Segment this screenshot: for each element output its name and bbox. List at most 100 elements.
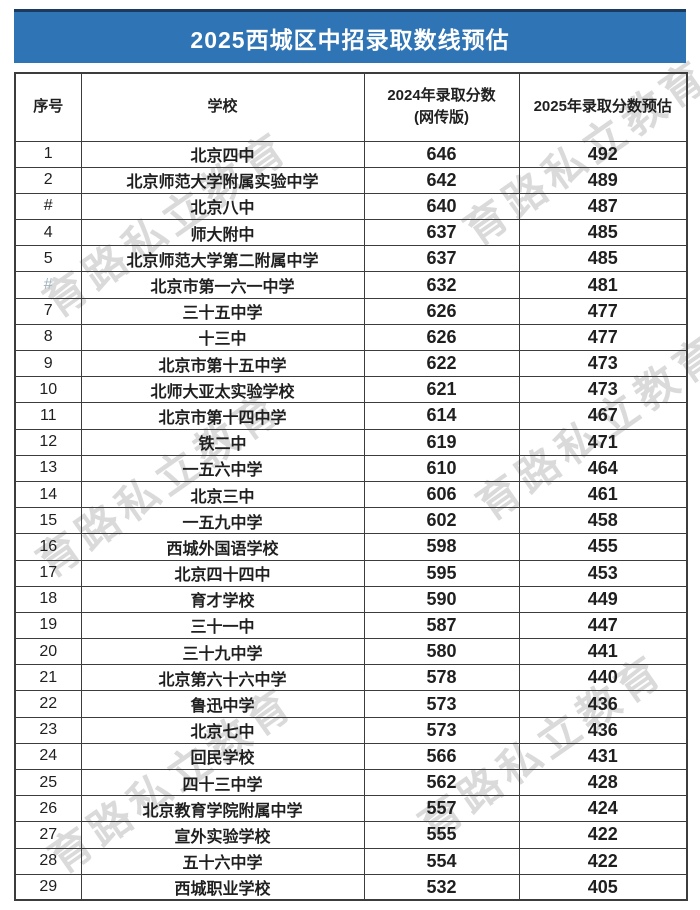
serial-cell: 19 [14, 611, 82, 640]
score-2025-cell: 477 [518, 297, 688, 325]
serial-cell: 16 [14, 533, 82, 561]
serial-cell: 22 [14, 690, 82, 718]
score-2024-cell: 619 [363, 428, 520, 456]
school-cell: 三十五中学 [80, 297, 365, 325]
school-cell: 育才学校 [80, 585, 365, 613]
score-2025-cell: 431 [518, 742, 688, 771]
score-2025-cell: 449 [518, 585, 688, 613]
serial-cell: 20 [14, 638, 82, 666]
score-2025-cell: 428 [518, 768, 688, 797]
score-2025-cell: 473 [518, 349, 688, 378]
table-row: 5 北京师范大学第二附属中学 637 485 [14, 245, 688, 273]
table-row: # 北京市第一六一中学 632 481 [14, 271, 688, 299]
score-2025-cell: 447 [518, 611, 688, 640]
score-2024-cell: 602 [363, 507, 520, 535]
serial-cell: 9 [14, 349, 82, 378]
school-cell: 回民学校 [80, 742, 365, 771]
table-row: 14 北京三中 606 461 [14, 480, 688, 509]
school-cell: 北京师范大学第二附属中学 [80, 245, 365, 273]
school-cell: 十三中 [80, 323, 365, 352]
table-row: 22 鲁迅中学 573 436 [14, 690, 688, 718]
col-header-score-2024-line1: 2024年录取分数 [387, 86, 496, 104]
score-2024-cell: 557 [363, 795, 520, 823]
table-row: 20 三十九中学 580 441 [14, 638, 688, 666]
table-row: 28 五十六中学 554 422 [14, 847, 688, 875]
score-2025-cell: 455 [518, 533, 688, 561]
table-body: 1 北京四中 646 492 2 北京师范大学附属实验中学 642 489 # 北京八中 640 48… [14, 140, 688, 901]
score-2024-cell: 573 [363, 716, 520, 744]
score-2024-cell: 587 [363, 611, 520, 640]
table-row: 15 一五九中学 602 458 [14, 507, 688, 535]
score-2024-cell: 637 [363, 219, 520, 247]
score-2024-cell: 626 [363, 323, 520, 352]
score-2024-cell: 621 [363, 376, 520, 404]
score-2024-cell: 598 [363, 533, 520, 561]
score-2025-cell: 441 [518, 638, 688, 666]
table-row: 29 西城职业学校 532 405 [14, 873, 688, 901]
school-cell: 铁二中 [80, 428, 365, 456]
serial-cell: 4 [14, 219, 82, 247]
serial-cell: 27 [14, 821, 82, 849]
school-cell: 西城职业学校 [80, 873, 365, 901]
score-2025-cell: 467 [518, 402, 688, 430]
table-row: 23 北京七中 573 436 [14, 716, 688, 744]
score-2024-cell: 610 [363, 454, 520, 482]
table-row: 8 十三中 626 477 [14, 323, 688, 352]
serial-cell: 18 [14, 585, 82, 613]
score-2025-cell: 422 [518, 821, 688, 849]
page-title: 2025西城区中招录取数线预估 [190, 26, 510, 53]
score-2024-cell: 554 [363, 847, 520, 875]
school-cell: 三十一中 [80, 611, 365, 640]
score-2025-cell: 436 [518, 690, 688, 718]
table-row: 27 宣外实验学校 555 422 [14, 821, 688, 849]
score-2024-cell: 606 [363, 480, 520, 509]
school-cell: 北京七中 [80, 716, 365, 744]
score-2024-cell: 532 [363, 873, 520, 901]
school-cell: 宣外实验学校 [80, 821, 365, 849]
table-row: 12 铁二中 619 471 [14, 428, 688, 456]
serial-cell: 13 [14, 454, 82, 482]
table-row: 18 育才学校 590 449 [14, 585, 688, 613]
serial-cell: 11 [14, 402, 82, 430]
school-cell: 北京教育学院附属中学 [80, 795, 365, 823]
serial-cell: 15 [14, 507, 82, 535]
serial-cell: 12 [14, 428, 82, 456]
score-2024-cell: 614 [363, 402, 520, 430]
serial-cell: 29 [14, 873, 82, 901]
header-row: 序号 学校 2024年录取分数 (网传版) 2025年录取分数预估 [14, 72, 688, 142]
school-cell: 北京市第一六一中学 [80, 271, 365, 299]
score-2025-cell: 471 [518, 428, 688, 456]
score-2024-cell: 637 [363, 245, 520, 273]
school-cell: 三十九中学 [80, 638, 365, 666]
table-row: 11 北京市第十四中学 614 467 [14, 402, 688, 430]
serial-cell: 8 [14, 323, 82, 352]
score-2025-cell: 473 [518, 376, 688, 404]
serial-cell: 17 [14, 559, 82, 587]
score-2024-cell: 640 [363, 192, 520, 221]
school-cell: 北京四十四中 [80, 559, 365, 587]
score-2024-cell: 646 [363, 140, 520, 168]
score-2025-cell: 422 [518, 847, 688, 875]
serial-cell: 26 [14, 795, 82, 823]
school-cell: 北京三中 [80, 480, 365, 509]
serial-cell: 5 [14, 245, 82, 273]
serial-cell: 21 [14, 664, 82, 692]
score-2024-cell: 580 [363, 638, 520, 666]
score-2025-cell: 424 [518, 795, 688, 823]
table-row: 4 师大附中 637 485 [14, 219, 688, 247]
serial-cell: 28 [14, 847, 82, 875]
table-row: 24 回民学校 566 431 [14, 742, 688, 771]
score-2024-cell: 595 [363, 559, 520, 587]
school-cell: 西城外国语学校 [80, 533, 365, 561]
serial-cell: 2 [14, 166, 82, 194]
scores-table: 序号 学校 2024年录取分数 (网传版) 2025年录取分数预估 1 北京四中 6… [14, 72, 688, 902]
score-2025-cell: 464 [518, 454, 688, 482]
score-2024-cell: 566 [363, 742, 520, 771]
table-row: 13 一五六中学 610 464 [14, 454, 688, 482]
school-cell: 北京市第十五中学 [80, 349, 365, 378]
school-cell: 北师大亚太实验学校 [80, 376, 365, 404]
title-banner: 2025西城区中招录取数线预估 [14, 9, 686, 63]
table-row: 2 北京师范大学附属实验中学 642 489 [14, 166, 688, 194]
table-row: 7 三十五中学 626 477 [14, 297, 688, 325]
school-cell: 鲁迅中学 [80, 690, 365, 718]
